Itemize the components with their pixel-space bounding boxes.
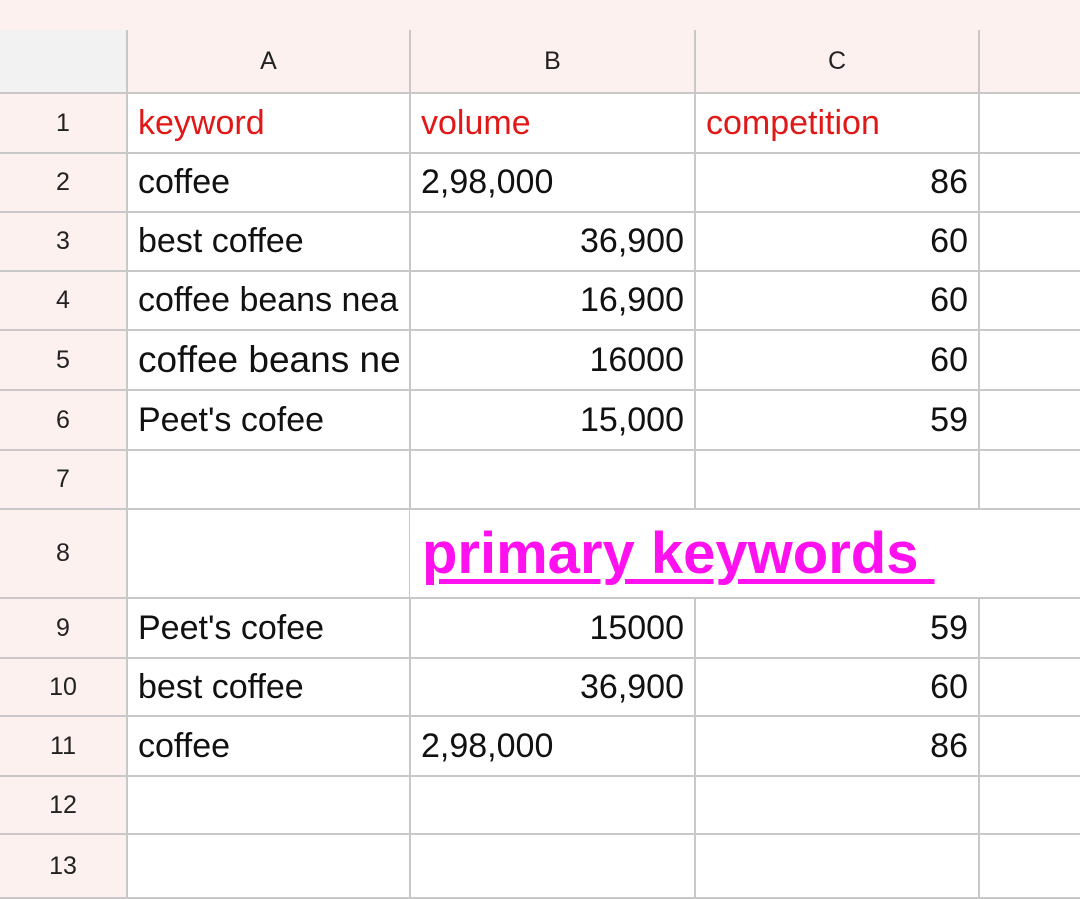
cell-a4[interactable]: coffee beans nea: [128, 272, 411, 331]
cell-a11[interactable]: coffee: [128, 717, 411, 777]
primary-keywords-title[interactable]: primary keywords: [410, 510, 1080, 599]
cell-d4[interactable]: [980, 272, 1080, 331]
cell-a13[interactable]: [128, 835, 411, 899]
cell-b12[interactable]: [411, 777, 696, 835]
cell-d12[interactable]: [980, 777, 1080, 835]
column-header-c[interactable]: C: [696, 30, 980, 94]
column-header-a[interactable]: A: [128, 30, 411, 94]
cell-d5[interactable]: [980, 331, 1080, 391]
cell-b1[interactable]: volume: [411, 94, 696, 154]
cell-a6[interactable]: Peet's cofee: [128, 391, 411, 451]
row-header-5[interactable]: 5: [0, 331, 128, 391]
cell-d9[interactable]: [980, 599, 1080, 659]
cell-b6[interactable]: 15,000: [411, 391, 696, 451]
cell-c9[interactable]: 59: [696, 599, 980, 659]
cell-b2[interactable]: 2,98,000: [411, 154, 696, 213]
cell-a5[interactable]: coffee beans ne: [128, 331, 411, 391]
cell-c13[interactable]: [696, 835, 980, 899]
cell-c11[interactable]: 86: [696, 717, 980, 777]
select-all-corner[interactable]: [0, 30, 128, 94]
cell-b5[interactable]: 16000: [411, 331, 696, 391]
row-header-8[interactable]: 8: [0, 510, 128, 599]
cell-a1[interactable]: keyword: [128, 94, 411, 154]
row-header-13[interactable]: 13: [0, 835, 128, 899]
row-header-10[interactable]: 10: [0, 659, 128, 717]
cell-a2[interactable]: coffee: [128, 154, 411, 213]
top-toolbar-strip: [0, 0, 1080, 30]
cell-a10[interactable]: best coffee: [128, 659, 411, 717]
cell-d6[interactable]: [980, 391, 1080, 451]
cell-c12[interactable]: [696, 777, 980, 835]
cell-a9[interactable]: Peet's cofee: [128, 599, 411, 659]
cell-d10[interactable]: [980, 659, 1080, 717]
cell-c7[interactable]: [696, 451, 980, 510]
cell-d2[interactable]: [980, 154, 1080, 213]
row-header-3[interactable]: 3: [0, 213, 128, 272]
row-header-6[interactable]: 6: [0, 391, 128, 451]
cell-d13[interactable]: [980, 835, 1080, 899]
cell-a12[interactable]: [128, 777, 411, 835]
cell-c2[interactable]: 86: [696, 154, 980, 213]
cell-d11[interactable]: [980, 717, 1080, 777]
column-header-b[interactable]: B: [411, 30, 696, 94]
row-header-1[interactable]: 1: [0, 94, 128, 154]
cell-b4[interactable]: 16,900: [411, 272, 696, 331]
cell-d1[interactable]: [980, 94, 1080, 154]
row-header-7[interactable]: 7: [0, 451, 128, 510]
cell-a8[interactable]: [128, 510, 411, 599]
row-header-11[interactable]: 11: [0, 717, 128, 777]
cell-d3[interactable]: [980, 213, 1080, 272]
cell-a3[interactable]: best coffee: [128, 213, 411, 272]
cell-b10[interactable]: 36,900: [411, 659, 696, 717]
cell-c3[interactable]: 60: [696, 213, 980, 272]
row-header-9[interactable]: 9: [0, 599, 128, 659]
row-header-2[interactable]: 2: [0, 154, 128, 213]
cell-c4[interactable]: 60: [696, 272, 980, 331]
cell-b11[interactable]: 2,98,000: [411, 717, 696, 777]
column-header-d[interactable]: [980, 30, 1080, 94]
row-header-4[interactable]: 4: [0, 272, 128, 331]
cell-a7[interactable]: [128, 451, 411, 510]
cell-c1[interactable]: competition: [696, 94, 980, 154]
spreadsheet-grid: A B C 1 2 3 4 5 6 7 8 9 10 11 12 13 keyw…: [0, 30, 1080, 899]
cell-b3[interactable]: 36,900: [411, 213, 696, 272]
cell-c6[interactable]: 59: [696, 391, 980, 451]
cell-b7[interactable]: [411, 451, 696, 510]
cell-d7[interactable]: [980, 451, 1080, 510]
row-header-12[interactable]: 12: [0, 777, 128, 835]
cell-c5[interactable]: 60: [696, 331, 980, 391]
cell-b13[interactable]: [411, 835, 696, 899]
cell-c10[interactable]: 60: [696, 659, 980, 717]
cell-b9[interactable]: 15000: [411, 599, 696, 659]
